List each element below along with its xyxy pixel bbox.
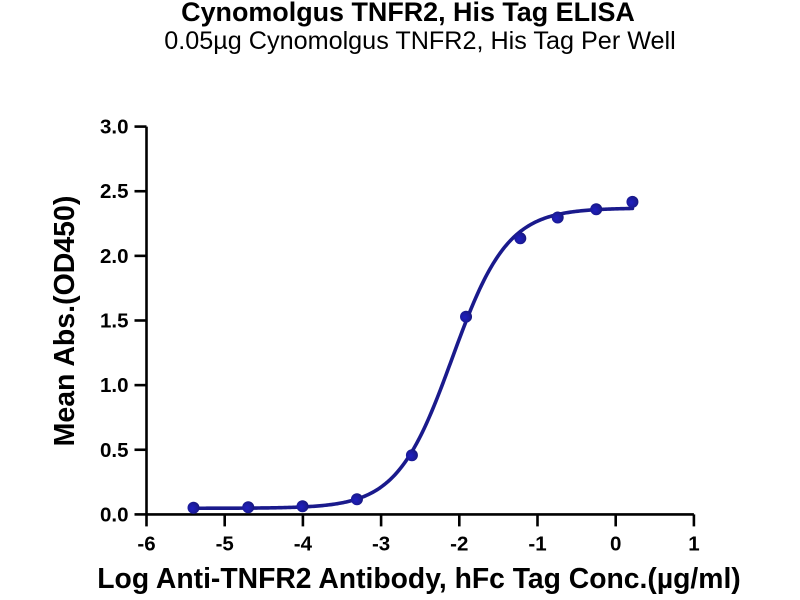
- svg-text:-5: -5: [216, 532, 234, 555]
- svg-text:0: 0: [610, 532, 621, 555]
- svg-text:1.0: 1.0: [100, 374, 129, 397]
- svg-text:3.0: 3.0: [100, 116, 129, 139]
- svg-text:0.5: 0.5: [100, 439, 129, 462]
- svg-text:2.5: 2.5: [100, 180, 129, 203]
- svg-text:-1: -1: [528, 532, 546, 555]
- svg-text:-6: -6: [137, 532, 155, 555]
- svg-text:0.0: 0.0: [100, 503, 129, 526]
- svg-text:-4: -4: [294, 532, 313, 555]
- svg-text:-2: -2: [450, 532, 468, 555]
- svg-text:1.5: 1.5: [100, 309, 129, 332]
- svg-text:-3: -3: [372, 532, 390, 555]
- svg-text:1: 1: [688, 532, 699, 555]
- svg-text:2.0: 2.0: [100, 245, 129, 268]
